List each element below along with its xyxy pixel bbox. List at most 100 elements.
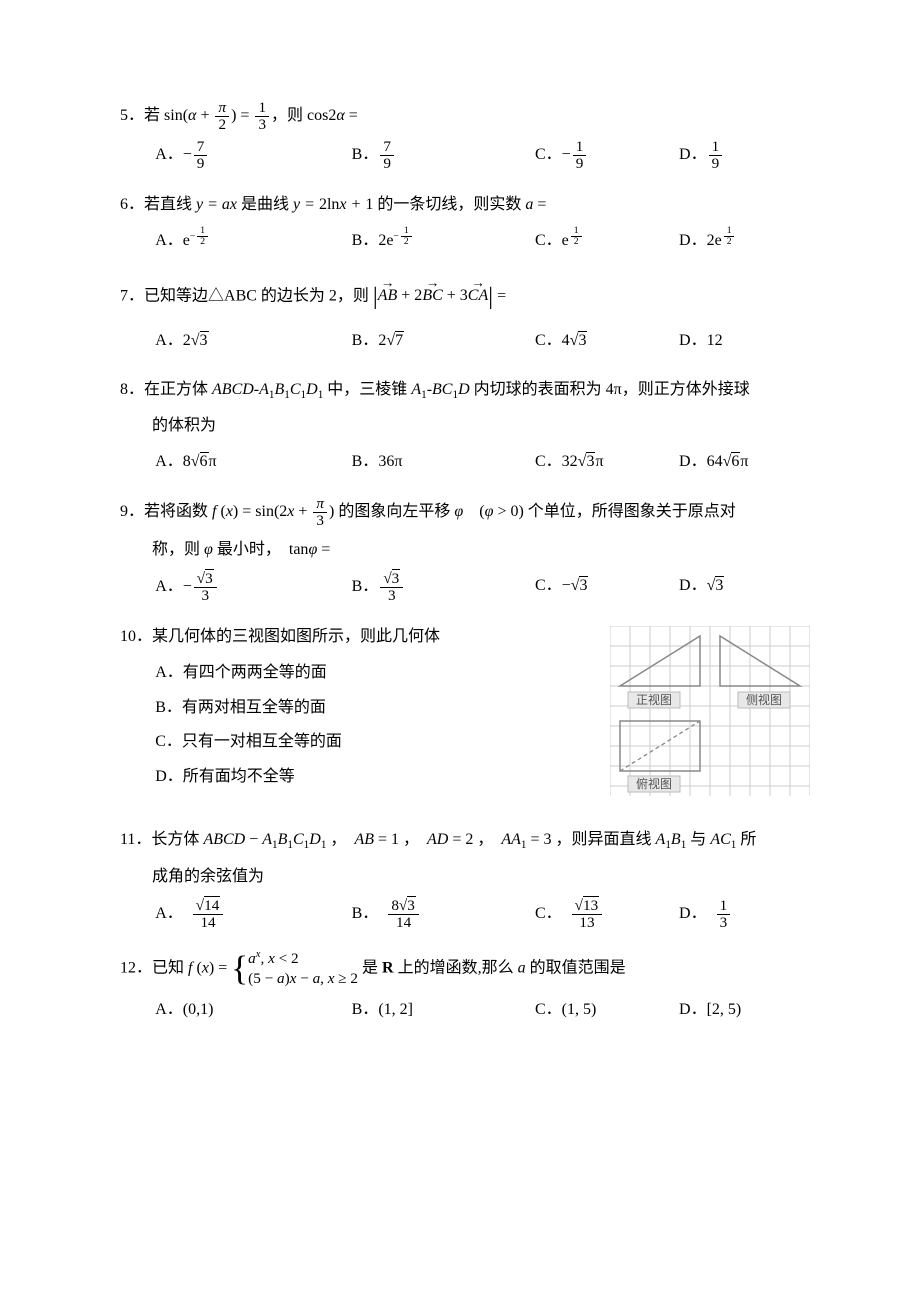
q5-A-neg: − (183, 146, 192, 163)
q7-p3: + 3 (443, 287, 468, 304)
q9-C-sqrt: 3 (571, 571, 589, 601)
q9-options: A．−33 B．33 C．−3 D．3 (120, 571, 810, 604)
q9-C-neg: − (562, 577, 571, 594)
q11-D-frac: 13 (717, 898, 731, 931)
q6-stem: 6．若直线 y = ax 是曲线 y = 2lnx + 1 的一条切线，则实数 … (120, 190, 810, 220)
q9-B: B．33 (352, 571, 535, 604)
q12-fx: f (x) = (188, 960, 231, 977)
q8-options: A．86π B．36π C．323π D．646π (120, 447, 810, 477)
q6-A-neg: − (190, 231, 195, 242)
q5-alpha2: α (336, 107, 344, 124)
q10-A: A．有四个两两全等的面 (155, 658, 600, 688)
q11-B-d: 14 (388, 914, 419, 931)
q11-B-r: 3 (407, 896, 416, 914)
q6-D-2: 2 (707, 232, 715, 249)
q5-B-n: 7 (380, 139, 394, 155)
q9-fx: f (x) = sin(2x + (212, 503, 311, 520)
q6-D-d2: 2 (724, 236, 735, 247)
q7-C-label: C． (535, 332, 562, 349)
q9-A-neg: − (183, 578, 192, 595)
q6-A-e: e (183, 232, 190, 249)
q10-D: D．所有面均不全等 (155, 762, 600, 792)
q7-D-v: 12 (707, 332, 723, 349)
q11-C-d: 13 (572, 914, 603, 931)
q12-options: A．(0,1) B．(1, 2] C．(1, 5) D．[2, 5) (120, 995, 810, 1025)
q6-text: 若直线 y = ax 是曲线 y = 2lnx + 1 的一条切线，则实数 a … (144, 196, 546, 213)
q11-D-label: D． (679, 905, 699, 922)
side-label: 侧视图 (746, 692, 782, 707)
q10-num: 10． (120, 628, 152, 645)
q11-A-frac: 1414 (193, 898, 224, 931)
q9-A-n: 3 (194, 571, 217, 587)
q5-D: D．19 (679, 139, 810, 172)
q11-C-label: C． (535, 905, 554, 922)
q9-B-n: 3 (380, 571, 403, 587)
q10-left: 10．某几何体的三视图如图所示，则此几何体 A．有四个两两全等的面 B．有两对相… (120, 622, 600, 796)
q12-stem: 12．已知 f (x) = {ax, x < 2(5 − a)x − a, x … (120, 949, 810, 989)
question-9: 9．若将函数 f (x) = sin(2x + π3) 的图象向左平移 φ (φ… (120, 496, 810, 604)
q6-C-e: e (562, 232, 569, 249)
q12-C-label: C． (535, 1001, 562, 1018)
q9-pi3: π3 (313, 496, 327, 529)
q10-wrap: 10．某几何体的三视图如图所示，则此几何体 A．有四个两两全等的面 B．有两对相… (120, 622, 810, 807)
q5-cos: cos2 (307, 107, 336, 124)
q8-B-v: 36π (378, 453, 402, 470)
q5-t1: 若 (144, 107, 164, 124)
q5-num: 5． (120, 107, 144, 124)
q12-A: A．(0,1) (155, 995, 351, 1025)
q5-A-n: 7 (194, 139, 208, 155)
q11-num: 11． (120, 831, 151, 848)
q5-B: B．79 (352, 139, 535, 172)
q9-D: D． 3 (679, 571, 810, 604)
q5-C-n: 1 (573, 139, 587, 155)
q6-C-2: 2 (571, 236, 582, 247)
q11-D-n: 1 (717, 898, 731, 914)
top-label: 俯视图 (636, 776, 672, 791)
q7-pre: 已知等边△ABC 的边长为 2，则 (144, 287, 373, 304)
q5-A-label: A． (155, 146, 183, 163)
q5-C: C．−19 (535, 139, 679, 172)
q5-plus: + (196, 107, 213, 124)
q5-sin: sin( (164, 107, 188, 124)
q9-D-label: D． (679, 577, 707, 594)
q8-D: D．646π (679, 447, 810, 477)
q9-stem1: 9．若将函数 f (x) = sin(2x + π3) 的图象向左平移 φ (φ… (120, 496, 810, 529)
q11-C-r: 13 (583, 896, 599, 914)
q7-C-r: 3 (578, 331, 587, 349)
q6-B-frac: 12 (401, 226, 412, 247)
q12-brace: { (231, 949, 248, 988)
q8-D-c: 64 (707, 453, 723, 470)
q11-B: B． 8314 (352, 898, 535, 931)
q8-A: A．86π (155, 447, 351, 477)
q6-D-exp: 12 (722, 226, 737, 247)
q5-D-d: 9 (709, 155, 723, 172)
q9-D-r3: 3 (715, 576, 724, 594)
q11-stem1: 11．长方体 ABCD − A1B1C1D1 ， AB = 1 ， AD = 2… (120, 825, 810, 855)
q5-3: 3 (255, 116, 269, 133)
q7-num: 7． (120, 287, 144, 304)
q7-CA: CA (468, 281, 488, 311)
q5-C-d: 9 (573, 155, 587, 172)
q6-B-label: B． (352, 232, 379, 249)
q7-eq: = (493, 287, 506, 304)
q7-B: B．27 (352, 326, 535, 356)
q8-s1: 在正方体 ABCD-A1B1C1D1 中，三棱锥 A1-BC1D 内切球的表面积… (144, 381, 750, 398)
q6-C-frac: 12 (571, 226, 582, 247)
q9-C-label: C． (535, 577, 562, 594)
q6-D-label: D． (679, 232, 707, 249)
q9-C: C．−3 (535, 571, 679, 604)
q11-B-n: 83 (388, 898, 419, 914)
q5-B-d: 9 (380, 155, 394, 172)
q7-A: A．23 (155, 326, 351, 356)
q9-D-sqrt: 3 (707, 571, 725, 601)
q5-two: 2 (215, 116, 229, 133)
q11-D: D． 13 (679, 898, 810, 931)
q7-A-c: 2 (183, 332, 191, 349)
q9-A-frac: 33 (194, 571, 217, 604)
q7-D: D．12 (679, 326, 810, 356)
three-view-diagram: 正视图 侧视图 俯视图 (610, 626, 810, 796)
q5-pi: π (215, 100, 229, 116)
q6-B-neg: − (393, 231, 398, 242)
q9-C-r3: 3 (579, 576, 588, 594)
q5-B-frac: 79 (380, 139, 394, 172)
